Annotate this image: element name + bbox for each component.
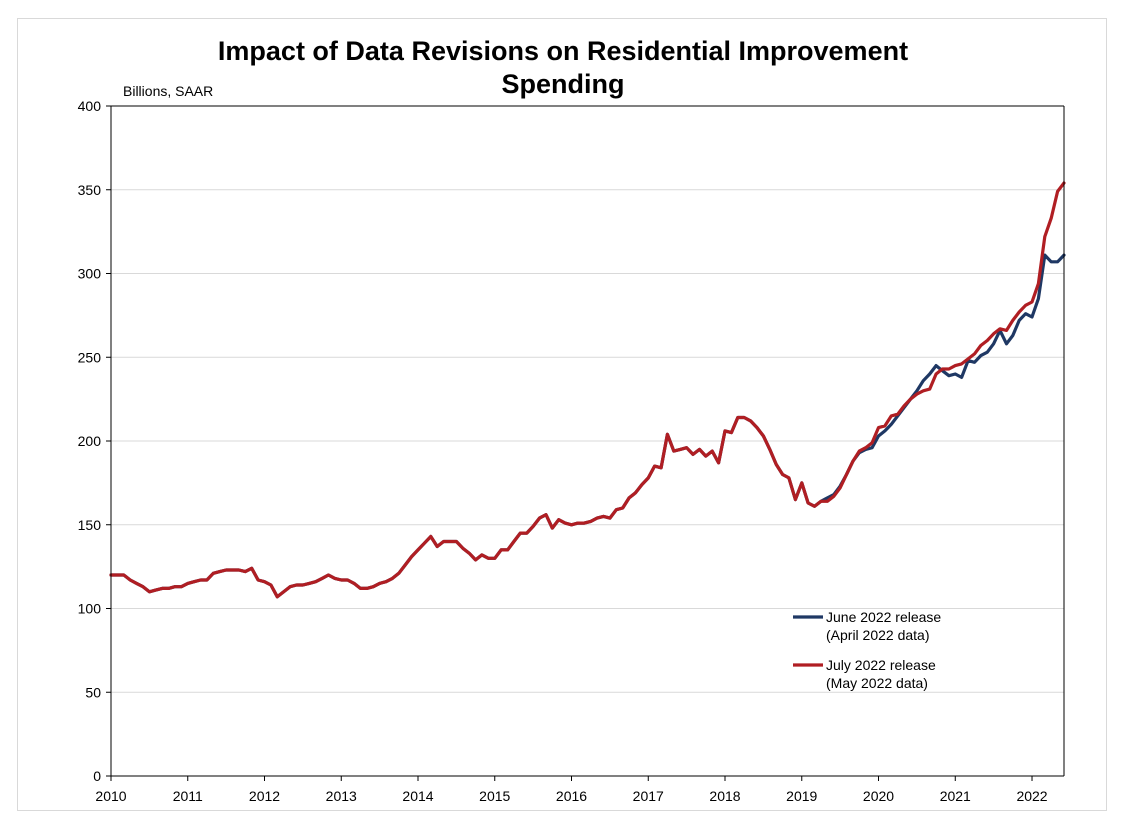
x-tick-label: 2017: [633, 788, 664, 804]
y-tick-label: 50: [85, 684, 101, 700]
series-group: [109, 181, 1066, 599]
x-tick-label: 2011: [173, 788, 203, 804]
legend-label-2-line-1: July 2022 release: [826, 657, 936, 673]
series-line-june-2022-release: [109, 253, 1066, 599]
legend: June 2022 release (April 2022 data) July 2…: [793, 609, 941, 691]
x-tick-label: 2013: [326, 788, 357, 804]
y-tick-label: 250: [78, 349, 102, 365]
y-tick-label: 150: [78, 517, 102, 533]
legend-label-1-line-1: June 2022 release: [826, 609, 941, 625]
gridlines: [111, 105, 1064, 693]
y-tick-label: 300: [78, 266, 102, 282]
x-tick-label: 2010: [95, 788, 126, 804]
x-tick-label: 2021: [940, 788, 971, 804]
x-tick-label: 2015: [479, 788, 510, 804]
y-tick-label: 350: [78, 182, 102, 198]
x-tick-label: 2022: [1016, 788, 1047, 804]
x-tick-label: 2019: [786, 788, 817, 804]
y-tick-label: 400: [78, 98, 102, 114]
x-tick-label: 2018: [709, 788, 740, 804]
legend-label-2-line-2: (May 2022 data): [826, 675, 928, 691]
x-tick-label: 2020: [863, 788, 894, 804]
y-axis-unit-label: Billions, SAAR: [123, 83, 213, 99]
chart-title-line-1: Impact of Data Revisions on Residential …: [218, 36, 908, 66]
x-tick-label: 2012: [249, 788, 280, 804]
x-tick-label: 2016: [556, 788, 587, 804]
y-tick-label: 100: [78, 601, 102, 617]
chart-title-line-2: Spending: [502, 69, 625, 99]
line-chart: Impact of Data Revisions on Residential …: [78, 36, 1066, 804]
series-line-july-2022-release: [109, 181, 1066, 599]
x-tick-labels: 2010 2011 2012 2013 2014 2015 2016 2017 2018 2019…: [95, 776, 1048, 804]
legend-label-1-line-2: (April 2022 data): [826, 627, 930, 643]
chart-frame: Impact of Data Revisions on Residential …: [17, 18, 1107, 811]
y-tick-labels: 0 50 100 150 200 250 300 350 400: [78, 98, 111, 784]
y-tick-label: 200: [78, 433, 102, 449]
x-tick-label: 2014: [402, 788, 433, 804]
y-tick-label: 0: [93, 768, 101, 784]
